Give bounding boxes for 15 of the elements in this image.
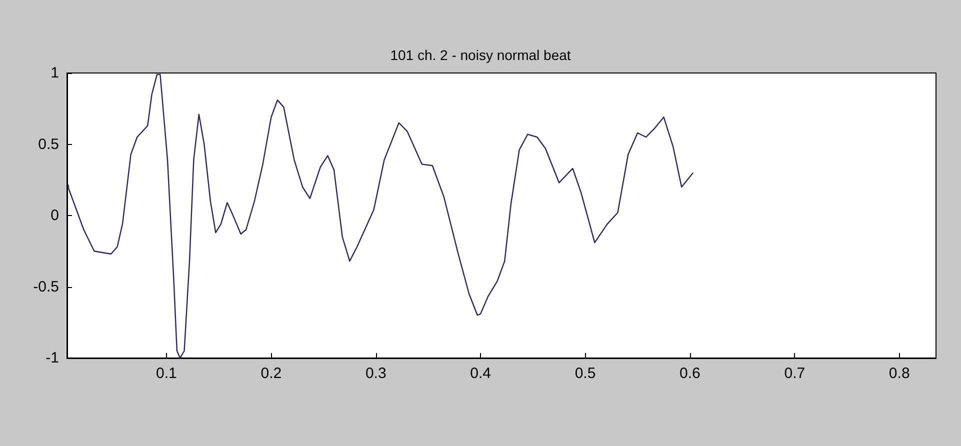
y-tick-label: 1 xyxy=(50,64,59,82)
x-tick-label: 0.4 xyxy=(470,365,491,382)
y-tick-label: -0.5 xyxy=(33,278,59,296)
chart-title: 101 ch. 2 - noisy normal beat xyxy=(390,47,571,63)
y-tick-label: -1 xyxy=(46,350,59,366)
x-tick-label: 0.2 xyxy=(260,365,282,382)
x-tick-label: 0.3 xyxy=(365,365,386,382)
line-series xyxy=(67,74,694,359)
x-tick-label: 0.6 xyxy=(680,365,700,382)
x-tick-label: 0.7 xyxy=(784,365,806,382)
x-tick-label: 0.5 xyxy=(574,365,596,382)
y-tick-label: 0.5 xyxy=(38,136,59,153)
x-tick-label: 0.8 xyxy=(888,365,910,382)
x-tick-label: 0.1 xyxy=(156,365,177,382)
y-tick-label: 0 xyxy=(50,207,59,224)
